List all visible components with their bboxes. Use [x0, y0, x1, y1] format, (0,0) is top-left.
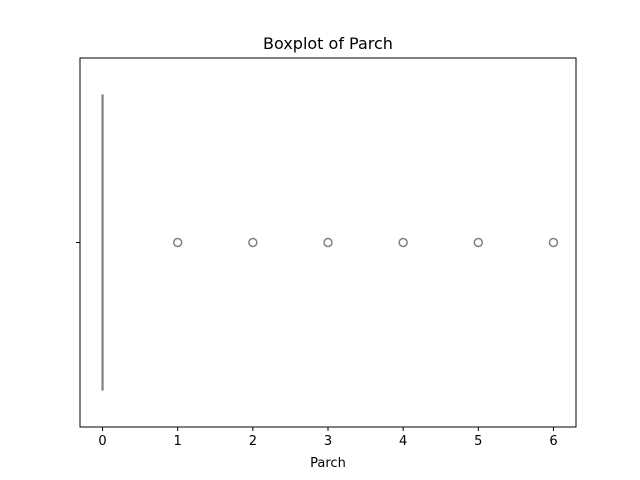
- x-axis-label: Parch: [310, 456, 346, 471]
- outlier-point-6: [548, 237, 559, 248]
- x-tick-label-1: 1: [174, 434, 182, 449]
- x-tick-label-2: 2: [249, 434, 257, 449]
- outlier-point-3: [323, 237, 333, 248]
- outlier-point-4: [398, 237, 408, 248]
- outlier-point-2: [248, 237, 258, 248]
- x-tick-label-5: 5: [474, 434, 482, 449]
- outlier-point-1: [172, 237, 183, 248]
- x-tick-label-4: 4: [399, 434, 407, 449]
- x-tick-label-3: 3: [324, 434, 332, 449]
- chart-title: Boxplot of Parch: [263, 34, 393, 53]
- outlier-point-5: [473, 237, 484, 248]
- x-tick-label-0: 0: [98, 434, 106, 449]
- boxplot-marks: [101, 94, 559, 391]
- plot-area: [79, 57, 577, 428]
- x-tick-label-6: 6: [549, 434, 557, 449]
- x-axis: 0 1 2 3 4 5 6: [98, 427, 558, 449]
